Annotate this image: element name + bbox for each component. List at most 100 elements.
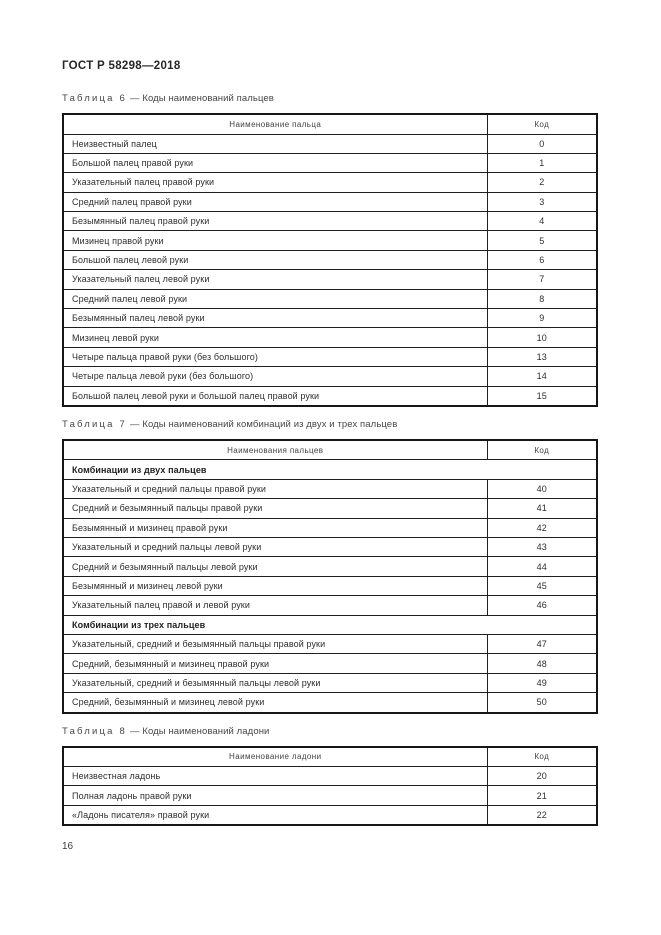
row-code-cell: 43: [486, 537, 598, 558]
table-caption-text: — Коды наименований пальцев: [129, 93, 274, 104]
table-row: Мизинец левой руки 10: [62, 327, 598, 348]
table-row: Безымянный палец правой руки 4: [62, 211, 598, 232]
table-caption-text: — Коды наименований ладони: [129, 725, 270, 737]
row-code-cell: 41: [486, 498, 598, 519]
row-name-cell: Мизинец правой руки: [62, 230, 488, 251]
table-caption-label: Таблица 7: [62, 418, 127, 430]
table-row: Указательный палец левой руки 7: [62, 269, 598, 290]
table-row: Средний, безымянный и мизинец правой рук…: [62, 653, 598, 674]
column-header-code: Код: [486, 439, 598, 461]
row-code-cell: 1: [486, 152, 598, 174]
page-content: ГОСТ Р 58298—2018 Таблица 6— Коды наимен…: [62, 60, 598, 827]
row-name-cell: Полная ладонь правой руки: [62, 785, 488, 806]
row-name-cell: Четыре пальца левой руки (без большого): [62, 366, 488, 387]
row-code-cell: 20: [486, 766, 598, 787]
row-code-cell: 15: [486, 385, 598, 407]
row-name-cell: Средний и безымянный пальцы правой руки: [62, 498, 488, 519]
table-caption-label: Таблица 8: [62, 725, 127, 737]
row-code-cell: 50: [486, 692, 598, 714]
table-caption-label: Таблица 6: [62, 93, 127, 104]
row-code-cell: 40: [486, 478, 598, 500]
table-row: Четыре пальца правой руки (без большого)…: [62, 346, 598, 368]
row-code-cell: 7: [486, 269, 598, 290]
finger-codes-table: Наименование пальца Код Неизвестный пале…: [62, 113, 598, 407]
row-name-cell: Указательный и средний пальцы левой руки: [62, 537, 488, 558]
row-code-cell: 3: [486, 191, 598, 213]
table-row: Средний и безымянный пальцы правой руки 4…: [62, 498, 598, 519]
row-name-cell: Большой палец правой руки: [62, 152, 488, 174]
table-row: Средний и безымянный пальцы левой руки 44: [62, 556, 598, 577]
table-row: Безымянный палец левой руки 9: [62, 308, 598, 329]
table-row: Указательный палец правой и левой руки 46: [62, 595, 598, 616]
row-name-cell: Неизвестный палец: [62, 133, 488, 154]
row-code-cell: 42: [486, 517, 598, 539]
doc-code: ГОСТ Р 58298—2018: [62, 60, 181, 72]
row-name-cell: Указательный палец левой руки: [62, 269, 488, 290]
row-code-cell: 5: [486, 230, 598, 251]
row-name-cell: Большой палец левой руки: [62, 249, 488, 271]
table-row: Большой палец левой руки и большой палец…: [62, 385, 598, 407]
row-name-cell: Средний палец левой руки: [62, 288, 488, 310]
table-row: «Ладонь писателя» правой руки 22: [62, 804, 598, 826]
row-name-cell: Средний, безымянный и мизинец левой руки: [62, 692, 488, 714]
table-header-row: Наименования пальцев Код: [62, 439, 598, 461]
row-code-cell: 2: [486, 172, 598, 193]
row-name-cell: Безымянный палец левой руки: [62, 308, 488, 329]
row-code-cell: 14: [486, 366, 598, 387]
page-number: 16: [62, 841, 74, 852]
row-name-cell: Указательный, средний и безымянный пальц…: [62, 672, 488, 694]
row-name-cell: Средний, безымянный и мизинец правой рук…: [62, 653, 488, 674]
finger-combination-codes-table: Наименования пальцев Код Комбинации из д…: [62, 438, 598, 714]
row-code-cell: 0: [486, 133, 598, 154]
row-code-cell: 9: [486, 308, 598, 329]
column-header-name: Наименование пальца: [62, 113, 488, 135]
table-row: Большой палец правой руки 1: [62, 152, 598, 174]
row-name-cell: Средний палец правой руки: [62, 191, 488, 213]
row-name-cell: Неизвестная ладонь: [62, 766, 488, 787]
table-row: Средний палец левой руки 8: [62, 288, 598, 310]
row-code-cell: 4: [486, 211, 598, 232]
table-row: Средний, безымянный и мизинец левой руки…: [62, 692, 598, 714]
row-name-cell: Безымянный и мизинец левой руки: [62, 575, 488, 597]
table-caption: Таблица 7— Коды наименований комбинаций …: [62, 419, 598, 430]
column-header-code: Код: [486, 113, 598, 135]
row-code-cell: 48: [486, 653, 598, 674]
row-code-cell: 21: [486, 785, 598, 806]
palm-codes-table: Наименование ладони Код Неизвестная ладо…: [62, 745, 598, 827]
row-code-cell: 13: [486, 346, 598, 368]
table-caption: Таблица 6— Коды наименований пальцев: [62, 93, 598, 104]
row-code-cell: 49: [486, 672, 598, 694]
section-row-label: Комбинации из трех пальцев: [62, 614, 598, 635]
row-name-cell: Указательный и средний пальцы правой рук…: [62, 478, 488, 500]
column-header-name: Наименование ладони: [62, 746, 488, 768]
table-row: Полная ладонь правой руки 21: [62, 785, 598, 806]
table-row: Указательный, средний и безымянный пальц…: [62, 633, 598, 655]
row-code-cell: 45: [486, 575, 598, 597]
table-row: Безымянный и мизинец левой руки 45: [62, 575, 598, 597]
table-row: Средний палец правой руки 3: [62, 191, 598, 213]
row-name-cell: Указательный, средний и безымянный пальц…: [62, 633, 488, 655]
table-row: Мизинец правой руки 5: [62, 230, 598, 251]
row-code-cell: 44: [486, 556, 598, 577]
row-code-cell: 46: [486, 595, 598, 616]
row-name-cell: Безымянный палец правой руки: [62, 211, 488, 232]
row-code-cell: 47: [486, 633, 598, 655]
row-code-cell: 10: [486, 327, 598, 348]
table-row: Комбинации из трех пальцев: [62, 614, 598, 635]
column-header-name: Наименования пальцев: [62, 439, 488, 461]
row-name-cell: Безымянный и мизинец правой руки: [62, 517, 488, 539]
table-header-row: Наименование пальца Код: [62, 113, 598, 135]
row-name-cell: Указательный палец правой и левой руки: [62, 595, 488, 616]
row-name-cell: «Ладонь писателя» правой руки: [62, 804, 488, 826]
table-header-row: Наименование ладони Код: [62, 746, 598, 768]
table-row: Указательный и средний пальцы левой руки…: [62, 537, 598, 558]
row-name-cell: Средний и безымянный пальцы левой руки: [62, 556, 488, 577]
row-name-cell: Мизинец левой руки: [62, 327, 488, 348]
table-row: Большой палец левой руки 6: [62, 249, 598, 271]
table-row: Указательный, средний и безымянный пальц…: [62, 672, 598, 694]
row-name-cell: Четыре пальца правой руки (без большого): [62, 346, 488, 368]
table-row: Указательный палец правой руки 2: [62, 172, 598, 193]
table-row: Безымянный и мизинец правой руки 42: [62, 517, 598, 539]
table-row: Комбинации из двух пальцев: [62, 459, 598, 480]
